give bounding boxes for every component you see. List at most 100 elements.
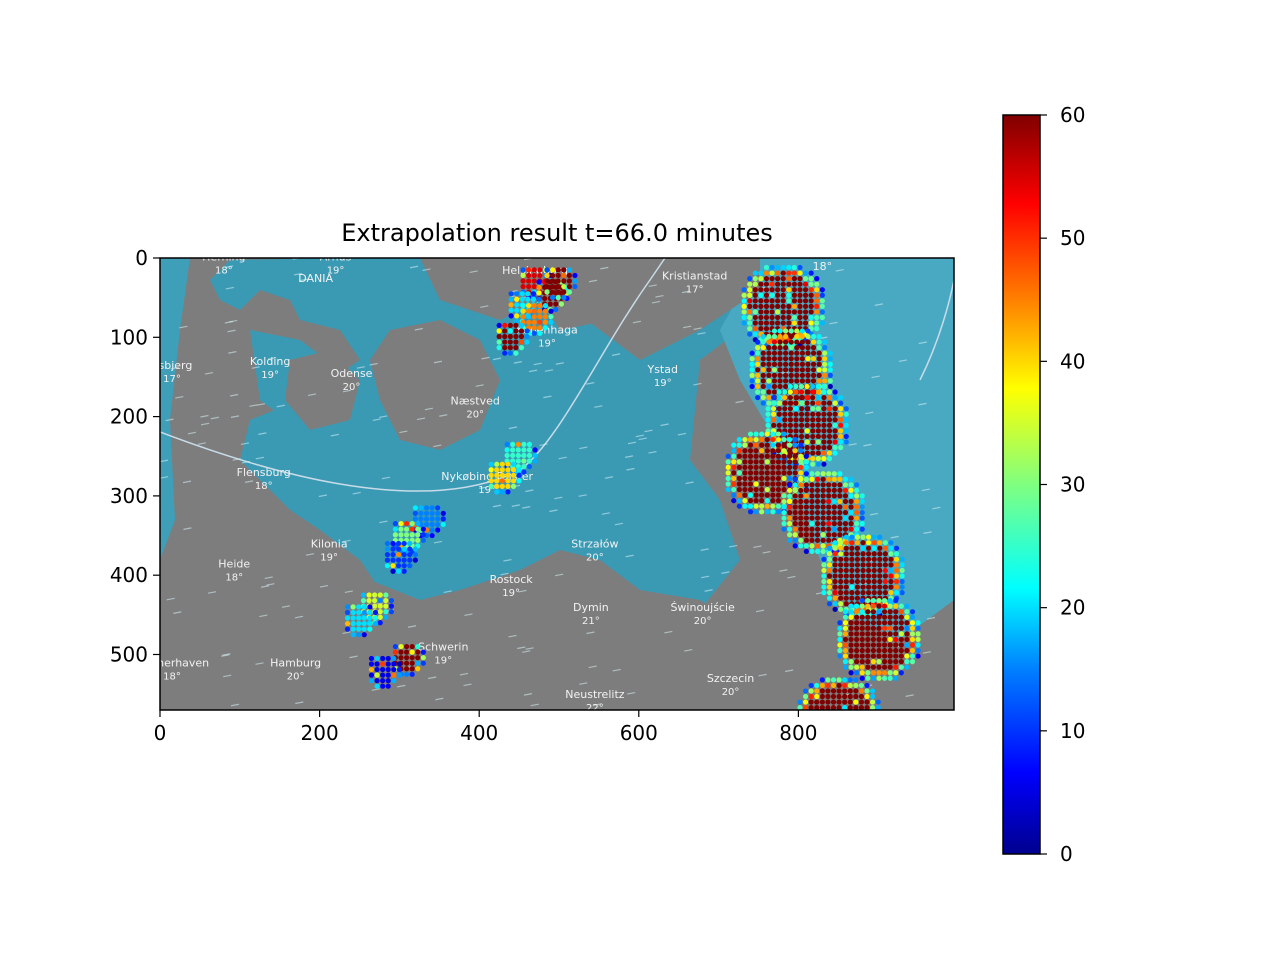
precip-cell — [404, 655, 409, 660]
precip-cell — [888, 665, 893, 670]
precip-cell — [805, 428, 810, 433]
precip-cell — [764, 304, 769, 309]
precip-cell — [816, 445, 821, 450]
precip-cell — [771, 412, 776, 417]
precip-cell — [882, 615, 887, 620]
precip-cell — [837, 488, 842, 493]
precip-cell — [811, 339, 816, 344]
precip-cell — [769, 265, 774, 270]
precip-cell — [799, 384, 804, 389]
precip-cell — [356, 621, 361, 626]
precip-cell — [798, 459, 803, 464]
precip-cell — [832, 540, 837, 545]
precip-cell — [556, 273, 561, 278]
precip-cell — [781, 270, 786, 275]
precip-cell — [817, 345, 822, 350]
precip-cell — [755, 373, 760, 378]
precip-cell — [435, 527, 440, 532]
precip-cell — [816, 384, 821, 389]
precip-cell — [500, 484, 505, 489]
precip-cell — [853, 755, 858, 760]
precip-cell — [793, 454, 798, 459]
precip-cell — [374, 656, 379, 661]
precip-cell — [855, 579, 860, 584]
precip-cell — [904, 648, 909, 653]
precip-cell — [776, 498, 781, 503]
precip-cell — [771, 417, 776, 422]
precip-cell — [825, 744, 830, 749]
precip-cell — [759, 470, 764, 475]
precip-cell — [787, 482, 792, 487]
precip-cell — [753, 431, 758, 436]
precip-cell — [893, 653, 898, 658]
precip-cell — [915, 642, 920, 647]
precip-cell — [820, 315, 825, 320]
precip-cell — [804, 549, 809, 554]
precip-cell — [797, 293, 802, 298]
precip-cell — [761, 367, 766, 372]
precip-cell — [809, 549, 814, 554]
precip-cell — [737, 493, 742, 498]
precip-cell — [781, 448, 786, 453]
precip-cell — [777, 345, 782, 350]
precip-cell — [864, 683, 869, 688]
precip-cell — [786, 315, 791, 320]
precip-cell — [787, 499, 792, 504]
precip-cell — [793, 417, 798, 422]
precip-cell — [777, 334, 782, 339]
precip-cell — [497, 334, 502, 339]
precip-cell — [769, 298, 774, 303]
precip-cell — [737, 437, 742, 442]
precip-cell — [826, 488, 831, 493]
precip-cell — [810, 462, 815, 467]
precip-cell — [800, 378, 805, 383]
precip-cell — [860, 604, 865, 609]
precip-cell — [838, 439, 843, 444]
precip-cell — [883, 562, 888, 567]
precip-cell — [415, 661, 420, 666]
precip-cell — [561, 278, 566, 283]
precip-cell — [814, 749, 819, 754]
precip-cell — [550, 284, 555, 289]
precip-cell — [842, 733, 847, 738]
precip-cell — [742, 470, 747, 475]
precip-cell — [367, 615, 372, 620]
precip-cell — [843, 615, 848, 620]
precip-cell — [832, 445, 837, 450]
precip-cell — [804, 454, 809, 459]
precip-cell — [505, 453, 510, 458]
precip-cell — [378, 620, 383, 625]
precip-cell — [753, 270, 758, 275]
precip-cell — [390, 563, 395, 568]
precip-cell — [374, 684, 379, 689]
precip-cell — [854, 659, 859, 664]
precip-cell — [843, 499, 848, 504]
precip-cell — [789, 345, 794, 350]
precip-cell — [810, 406, 815, 411]
precip-cell — [814, 298, 819, 303]
precip-cell — [860, 609, 865, 614]
precip-cell — [876, 733, 881, 738]
precip-cell — [798, 448, 803, 453]
precip-cell — [805, 345, 810, 350]
precip-cell — [805, 334, 810, 339]
precip-cell — [537, 314, 542, 319]
precip-cell — [356, 632, 361, 637]
precip-cell — [383, 592, 388, 597]
precip-cell — [781, 465, 786, 470]
precip-cell — [811, 367, 816, 372]
precip-cell — [848, 694, 853, 699]
precip-cell — [737, 504, 742, 509]
precip-cell — [888, 659, 893, 664]
precip-cell — [788, 406, 793, 411]
precip-cell — [536, 285, 541, 290]
precip-cell — [848, 642, 853, 647]
precip-cell — [820, 309, 825, 314]
precip-cell — [904, 615, 909, 620]
precip-cell — [761, 345, 766, 350]
precip-cell — [809, 309, 814, 314]
precip-cell — [816, 417, 821, 422]
map-temp-label: 18° — [225, 572, 243, 583]
precip-cell — [769, 309, 774, 314]
precip-cell — [742, 498, 747, 503]
